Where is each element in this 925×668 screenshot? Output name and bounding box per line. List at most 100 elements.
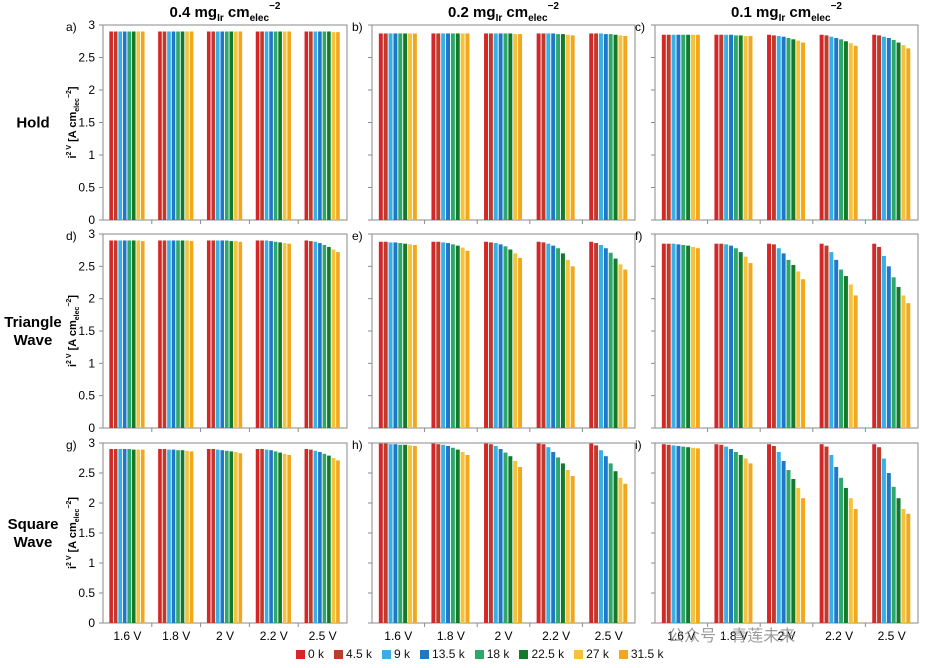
bar bbox=[843, 276, 848, 428]
bar bbox=[255, 449, 260, 623]
bar bbox=[896, 498, 901, 623]
bar bbox=[801, 498, 806, 623]
x-tick-label: 2.2 V bbox=[825, 629, 853, 643]
bar bbox=[541, 33, 546, 221]
bar bbox=[503, 246, 508, 428]
bar bbox=[891, 486, 896, 623]
bar bbox=[318, 452, 322, 623]
bar bbox=[122, 449, 127, 623]
y-tick-label: 0 bbox=[88, 421, 95, 435]
bar bbox=[896, 287, 901, 428]
bar bbox=[309, 31, 313, 220]
y-tick-label: 3 bbox=[88, 436, 95, 450]
bar bbox=[719, 444, 724, 623]
bar bbox=[331, 32, 336, 221]
bar bbox=[488, 33, 493, 221]
bar bbox=[791, 479, 796, 623]
bar bbox=[383, 241, 388, 428]
row-title: Square Wave bbox=[8, 516, 59, 551]
bar bbox=[498, 449, 503, 623]
bar bbox=[118, 449, 122, 623]
bar bbox=[331, 458, 336, 623]
bar bbox=[436, 33, 441, 221]
legend-swatch bbox=[519, 649, 529, 659]
bar bbox=[493, 446, 498, 623]
y-tick-label: 1 bbox=[88, 148, 95, 162]
bar bbox=[238, 453, 243, 623]
bar bbox=[503, 33, 508, 221]
bar bbox=[206, 449, 211, 623]
bar bbox=[260, 240, 264, 428]
bar bbox=[238, 241, 243, 428]
bar bbox=[446, 446, 450, 623]
bar bbox=[666, 444, 671, 623]
bar bbox=[556, 248, 561, 428]
bar bbox=[589, 241, 594, 428]
bar bbox=[872, 444, 877, 623]
bar bbox=[536, 443, 541, 623]
bar bbox=[671, 445, 676, 623]
bar bbox=[140, 31, 145, 220]
bar bbox=[234, 452, 238, 623]
bar bbox=[551, 33, 556, 221]
bar bbox=[273, 31, 278, 220]
bar bbox=[623, 269, 628, 428]
bar bbox=[484, 33, 489, 221]
bar bbox=[881, 458, 886, 623]
bar bbox=[661, 34, 666, 220]
x-tick-label: 2.2 V bbox=[542, 629, 570, 643]
bar bbox=[493, 33, 498, 221]
bar bbox=[589, 443, 594, 623]
bar bbox=[608, 252, 613, 428]
bar bbox=[412, 33, 417, 221]
bar bbox=[508, 456, 513, 623]
y-tick-label: 1.5 bbox=[78, 116, 95, 130]
legend-label: 22.5 k bbox=[531, 647, 565, 661]
bar bbox=[450, 447, 455, 623]
bar bbox=[498, 244, 503, 428]
bar bbox=[180, 31, 185, 220]
bar bbox=[618, 35, 623, 221]
legend-item-9k: 9 k bbox=[382, 647, 410, 661]
bar bbox=[518, 467, 523, 623]
bar bbox=[508, 249, 513, 428]
bar bbox=[801, 42, 806, 220]
y-tick-label: 1 bbox=[88, 356, 95, 370]
bar bbox=[733, 35, 738, 221]
column-title: 0.1 mgIr cmelec−2 bbox=[731, 1, 842, 24]
bar bbox=[211, 240, 216, 428]
bar bbox=[776, 36, 781, 220]
bar bbox=[536, 241, 541, 428]
bar bbox=[167, 449, 171, 623]
bar bbox=[273, 241, 278, 428]
bar bbox=[269, 31, 273, 220]
bar bbox=[666, 243, 671, 428]
bar bbox=[686, 447, 691, 623]
bar bbox=[853, 45, 858, 220]
bar bbox=[853, 295, 858, 428]
bar bbox=[336, 252, 340, 428]
bar bbox=[388, 242, 393, 428]
bar bbox=[834, 467, 839, 623]
bar bbox=[287, 243, 291, 428]
bar bbox=[171, 449, 176, 623]
bar bbox=[729, 245, 733, 428]
bar bbox=[829, 36, 834, 221]
bar bbox=[225, 31, 229, 220]
bar bbox=[436, 444, 441, 623]
bar bbox=[748, 36, 753, 220]
legend-label: 9 k bbox=[394, 647, 411, 661]
bar bbox=[714, 243, 719, 428]
bar bbox=[327, 31, 331, 220]
bar bbox=[122, 240, 127, 428]
bar bbox=[441, 242, 446, 428]
bar bbox=[215, 449, 220, 623]
bar bbox=[613, 471, 618, 623]
bar bbox=[513, 253, 518, 428]
bar bbox=[695, 448, 700, 623]
bar bbox=[255, 31, 260, 220]
y-axis-label-text: i2 V [A cmelec−2] bbox=[66, 295, 81, 367]
legend-swatch bbox=[574, 649, 584, 659]
bar bbox=[309, 241, 313, 428]
bar bbox=[460, 247, 465, 428]
